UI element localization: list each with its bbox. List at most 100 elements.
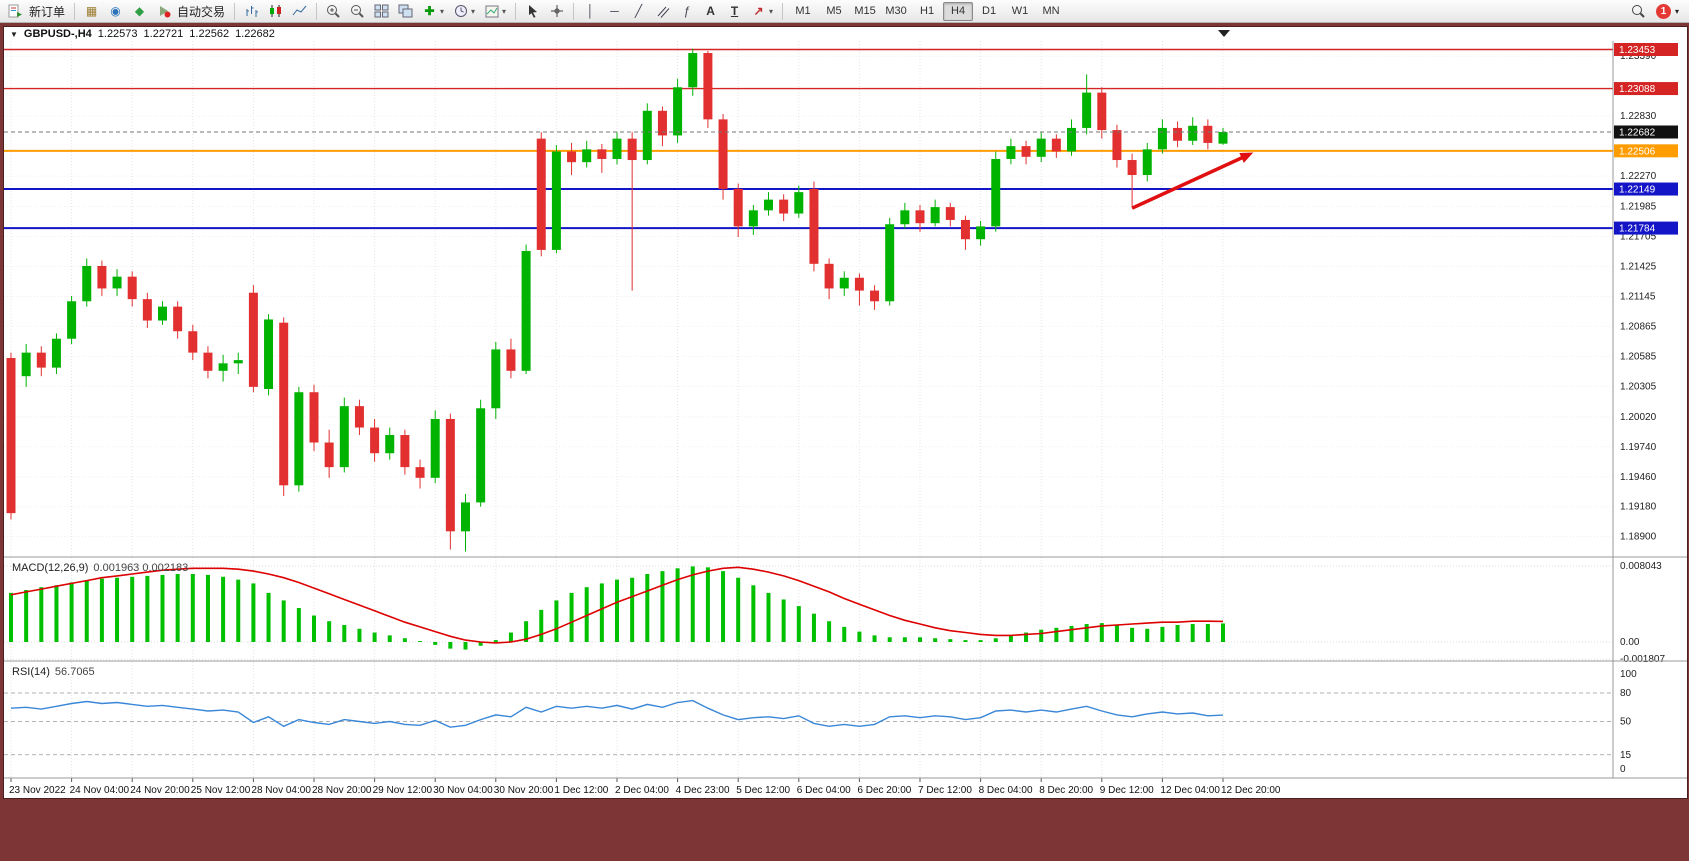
chevron-down-icon[interactable]: ▾ (471, 6, 476, 16)
tile-windows-icon[interactable] (370, 1, 393, 22)
arrows-tool-button[interactable]: ↗ ▾ (747, 1, 777, 22)
quick-trade-icon[interactable]: ▼ (10, 29, 18, 39)
channel-tool-icon[interactable] (651, 1, 674, 22)
line-chart-icon[interactable] (288, 1, 311, 22)
new-order-label[interactable]: 新订单 (29, 4, 66, 19)
chart-window: ▼ GBPUSD-,H4 1.22573 1.22721 1.22562 1.2… (3, 26, 1688, 799)
macd-histogram-bar (599, 583, 604, 642)
candle-body (309, 392, 319, 443)
macd-histogram-bar (69, 582, 74, 642)
macd-histogram-bar (9, 592, 13, 642)
indicators-button[interactable]: ✚ ▾ (418, 1, 448, 22)
zoom-out-icon[interactable] (346, 1, 369, 22)
search-icon[interactable] (1627, 1, 1650, 22)
candle-body (521, 250, 531, 371)
candle-body (870, 290, 880, 302)
vertical-line-tool-icon[interactable]: │ (586, 4, 595, 18)
bar-chart-icon[interactable] (240, 1, 263, 22)
macd-histogram-bar (145, 575, 150, 642)
time-axis-label: 1 Dec 12:00 (554, 785, 608, 796)
time-axis-label: 8 Dec 04:00 (979, 785, 1033, 796)
timeframe-m1[interactable]: M1 (795, 4, 811, 17)
toolbar-overflow-icon[interactable]: ▾ (1675, 6, 1680, 16)
fibonacci-tool-icon[interactable]: ƒ (683, 4, 690, 18)
candle-body (703, 53, 713, 120)
horizontal-line-tool-icon[interactable]: ─ (610, 4, 619, 18)
charts-profile-icon[interactable]: ▦ (85, 4, 98, 18)
autotrading-button[interactable]: 自动交易 (152, 1, 229, 22)
candlestick-chart-icon[interactable] (264, 1, 287, 22)
macd-histogram-bar (1221, 623, 1225, 642)
new-order-button[interactable]: 新订单 (4, 1, 69, 22)
chart-canvas[interactable]: 23 Nov 2022 24 Nov 04:00 24 Nov 20:00 25 No… (4, 27, 1687, 798)
chevron-down-icon[interactable]: ▾ (502, 6, 507, 16)
clock-icon[interactable] (449, 1, 472, 22)
candle-body (324, 442, 334, 468)
candle-body (1173, 127, 1183, 141)
timeframe-m5[interactable]: M5 (826, 4, 842, 17)
autotrading-label[interactable]: 自动交易 (177, 4, 226, 19)
timeframe-mn[interactable]: MN (1042, 4, 1060, 17)
macd-histogram-bar (1069, 625, 1074, 642)
chevron-down-icon[interactable]: ▾ (769, 6, 774, 16)
time-axis-label: 28 Nov 04:00 (251, 785, 311, 796)
macd-histogram-bar (84, 580, 89, 642)
macd-signal-line (10, 566, 1224, 644)
time-axis-label: 25 Nov 12:00 (191, 785, 251, 796)
timeframe-w1[interactable]: W1 (1011, 4, 1029, 17)
timeframe-h4[interactable]: H4 (943, 1, 974, 21)
zoom-in-icon[interactable] (322, 1, 345, 22)
candle-body (400, 435, 410, 468)
text-tool-icon[interactable]: A (706, 4, 715, 18)
macd-histogram-bar (402, 638, 407, 642)
chevron-down-icon[interactable]: ▾ (440, 6, 445, 16)
macd-histogram-bar (175, 573, 180, 642)
candle-body (142, 299, 152, 321)
macd-histogram-bar (342, 624, 347, 642)
arrows-tool-icon[interactable]: ↗ (753, 4, 764, 18)
price-axis-label: 1.20020 (1620, 412, 1657, 423)
price-tag (1614, 144, 1678, 158)
label-tool-icon[interactable]: T (730, 4, 739, 18)
candle-body (794, 192, 804, 214)
timeframe-h1[interactable]: H1 (920, 4, 935, 17)
price-axis-label: 1.19740 (1620, 442, 1657, 453)
candle-body (354, 406, 364, 428)
candle-body (1051, 138, 1061, 152)
timeframe-m30[interactable]: M30 (885, 4, 907, 17)
time-axis-label: 4 Dec 23:00 (676, 785, 730, 796)
candle-body (97, 265, 107, 289)
trendline-tool-icon[interactable]: ╱ (634, 4, 643, 18)
templates-button[interactable]: ▾ (480, 1, 510, 22)
market-icon[interactable]: ◆ (134, 4, 145, 18)
cursor-icon[interactable] (521, 1, 544, 22)
new-order-icon[interactable] (4, 1, 27, 22)
template-icon[interactable] (480, 1, 503, 22)
crosshair-icon[interactable] (545, 1, 568, 22)
price-tag-label: 1.21784 (1619, 224, 1656, 235)
price-tag (1614, 221, 1678, 235)
price-tag (1614, 182, 1678, 196)
timeframe-m15[interactable]: M15 (854, 4, 876, 17)
cascade-windows-icon[interactable] (394, 1, 417, 22)
candle-body (688, 53, 698, 88)
macd-histogram-bar (569, 592, 574, 642)
macd-histogram-bar (781, 599, 786, 642)
trend-arrow (1131, 154, 1247, 210)
macd-histogram-bar (1114, 624, 1119, 642)
macd-histogram-bar (1190, 624, 1195, 642)
notification-badge[interactable]: 1 (1656, 3, 1671, 19)
periods-button[interactable]: ▾ (449, 1, 479, 22)
macd-histogram-bar (842, 626, 847, 642)
toolbar-right-cluster: 1 ▾ (1627, 1, 1685, 22)
timeframe-d1[interactable]: D1 (982, 4, 997, 17)
candle-body (1036, 138, 1046, 157)
candle-body (385, 435, 395, 454)
add-indicator-icon[interactable]: ✚ (424, 4, 435, 18)
community-icon[interactable]: ◉ (110, 4, 121, 18)
candle-body (960, 219, 970, 240)
time-axis-label: 2 Dec 04:00 (615, 785, 669, 796)
candle-body (445, 418, 455, 532)
candle-body (733, 188, 743, 227)
autotrading-icon[interactable] (152, 1, 175, 22)
